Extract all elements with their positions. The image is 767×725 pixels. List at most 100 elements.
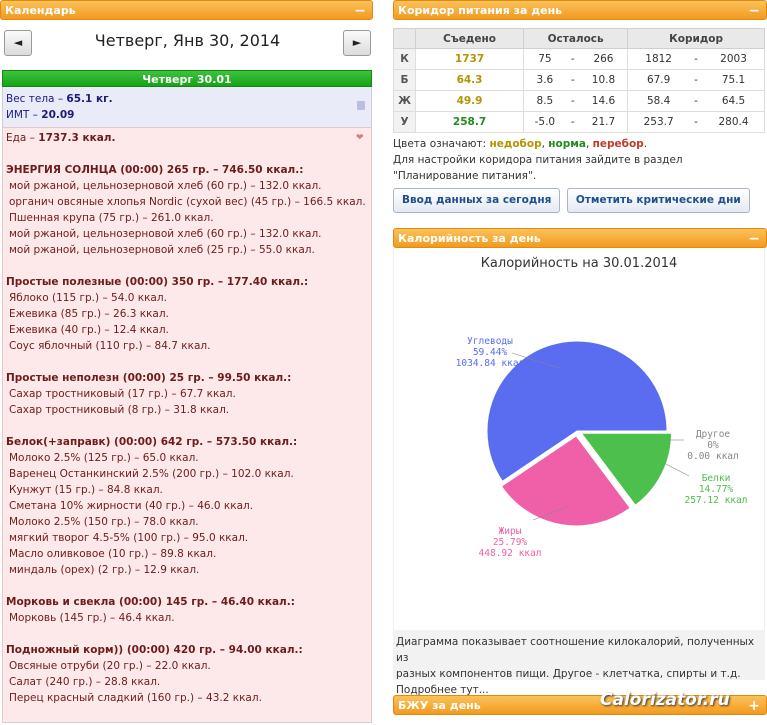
dash: - <box>689 48 704 70</box>
summary-column: Коридор питания за день − Съедено Остало… <box>393 0 767 715</box>
pie-slice[interactable] <box>486 340 668 483</box>
bju-header-label: БЖУ за день <box>398 699 481 712</box>
column-header <box>393 28 416 49</box>
corr-min: 58.4 <box>627 90 690 112</box>
food-total-value: 1737.3 ккал. <box>38 132 116 144</box>
meal-title[interactable]: ЭНЕРГИЯ СОЛНЦА (00:00) 265 гр. – 746.50 … <box>6 164 304 176</box>
food-item[interactable]: органич овсяные хлопья Nordic (сухой вес… <box>9 196 366 208</box>
bmi-label: ИМТ – <box>6 109 42 121</box>
mark-critical-days-button[interactable]: Отметить критические дни <box>566 188 750 213</box>
leader-line <box>663 462 690 477</box>
collapse-icon[interactable]: − <box>748 3 760 19</box>
corr-min: 1812 <box>627 48 690 70</box>
corridor-hint-link[interactable]: "Планирование питания". <box>393 170 537 182</box>
weight-line: Вес тела – 65.1 кг. <box>6 91 368 107</box>
slice-label: 59.44% <box>473 347 508 358</box>
calendar-panel-header[interactable]: Календарь − <box>0 0 373 20</box>
date-title: Четверг, Янв 30, 2014 <box>94 31 281 50</box>
slice-label: 14.77% <box>699 484 734 495</box>
eaten-value: 64.3 <box>414 69 525 91</box>
meal-title[interactable]: Морковь и свекла (00:00) 145 гр. – 46.40… <box>6 596 295 608</box>
watermark-logo: Calorizator.ru <box>600 690 730 710</box>
prev-day-button[interactable]: ◄ <box>4 30 32 56</box>
food-item[interactable]: Сметана 10% жирности (40 гр.) – 46.0 кка… <box>9 500 254 512</box>
food-item[interactable]: Варенец Останкинский 2.5% (200 гр.) – 10… <box>9 468 294 480</box>
weight-value: 65.1 кг. <box>66 93 113 105</box>
collapse-icon[interactable]: − <box>748 231 760 247</box>
corr-max: 280.4 <box>703 111 766 133</box>
legend-under: недобор <box>489 138 542 150</box>
column-header: Осталось <box>523 28 629 49</box>
slice-label: Белки <box>702 473 731 484</box>
slice-label: Углеводы <box>467 336 513 347</box>
weight-label: Вес тела – <box>6 93 67 105</box>
food-item[interactable]: Пшенная крупа (75 гр.) – 261.0 ккал. <box>9 212 214 224</box>
food-item[interactable]: Кунжут (15 гр.) – 84.8 ккал. <box>9 484 163 496</box>
food-total-label: Еда – <box>6 132 39 144</box>
left-max: 266 <box>579 48 629 70</box>
left-max: 10.8 <box>579 69 629 91</box>
food-item[interactable]: Яблоко (115 гр.) – 54.0 ккал. <box>9 292 167 304</box>
input-today-button[interactable]: Ввод данных за сегодня <box>393 188 561 213</box>
pie-slice[interactable] <box>500 435 631 527</box>
chart-caption: Диаграмма показывает соотношение килокал… <box>393 630 765 696</box>
food-item[interactable]: Сахар тростниковый (17 гр.) – 67.7 ккал. <box>9 388 236 400</box>
pie-slice[interactable] <box>580 432 672 506</box>
food-item[interactable]: Ежевика (85 гр.) – 26.3 ккал. <box>9 308 169 320</box>
corridor-panel-header[interactable]: Коридор питания за день − <box>393 0 767 20</box>
more-link[interactable]: Подробнее тут... <box>396 684 489 696</box>
left-max: 14.6 <box>579 90 629 112</box>
legend-over: перебор <box>592 138 644 150</box>
heart-icon[interactable]: ❤ <box>356 133 364 143</box>
food-item[interactable]: миндаль (орех) (2 гр.) – 12.9 ккал. <box>9 564 200 576</box>
table-row: К 1737 75-266 1812-2003 <box>393 48 766 70</box>
expand-icon[interactable]: + <box>748 698 760 714</box>
corridor-hint-line: Для настройки коридора питания зайдите в… <box>393 154 683 166</box>
meals-list: ЭНЕРГИЯ СОЛНЦА (00:00) 265 гр. – 746.50 … <box>6 162 368 706</box>
food-log: Еда – 1737.3 ккал. ❤ ЭНЕРГИЯ СОЛНЦА (00:… <box>2 127 372 723</box>
dash: - <box>565 48 580 70</box>
table-row: У 258.7 -5.0-21.7 253.7-280.4 <box>393 111 766 133</box>
food-item[interactable]: Сахар тростниковый (8 гр.) – 31.8 ккал. <box>9 404 230 416</box>
column-header: Коридор <box>627 28 765 49</box>
corridor-buttons: Ввод данных за сегодня Отметить критичес… <box>393 188 767 214</box>
left-min: 8.5 <box>523 90 566 112</box>
food-item[interactable]: Масло оливковое (10 гр.) – 89.8 ккал. <box>9 548 217 560</box>
food-item[interactable]: Салат (240 гр.) – 28.8 ккал. <box>9 676 161 688</box>
meal-title[interactable]: Подножный корм)) (00:00) 420 гр. – 94.00… <box>6 644 303 656</box>
leader-line <box>532 505 570 521</box>
food-total: Еда – 1737.3 ккал. <box>6 130 368 146</box>
slice-label: 448.92 ккал <box>479 548 542 559</box>
legend-prefix: Цвета означают: <box>393 138 490 150</box>
eaten-value: 49.9 <box>414 90 525 112</box>
next-day-button[interactable]: ► <box>343 30 371 56</box>
row-label: К <box>393 48 416 70</box>
food-item[interactable]: мой ржаной, цельнозерновой хлеб (25 гр.)… <box>9 244 315 256</box>
slice-label: 0% <box>707 440 719 451</box>
legend-norm: норма <box>548 138 586 150</box>
calories-panel-header[interactable]: Калорийность за день − <box>393 228 767 248</box>
food-item[interactable]: Молоко 2.5% (125 гр.) – 65.0 ккал. <box>9 452 199 464</box>
collapse-icon[interactable]: − <box>354 3 366 19</box>
food-item[interactable]: Овсяные отруби (20 гр.) – 22.0 ккал. <box>9 660 211 672</box>
food-item[interactable]: Морковь (145 гр.) – 46.4 ккал. <box>9 612 175 624</box>
left-min: 75 <box>523 48 566 70</box>
food-item[interactable]: Ежевика (40 гр.) – 12.4 ккал. <box>9 324 169 336</box>
calendar-header-label: Календарь <box>5 4 76 17</box>
food-item[interactable]: мягкий творог 4.5-5% (100 гр.) – 95.0 кк… <box>9 532 249 544</box>
food-item[interactable]: Соус яблочный (110 гр.) – 84.7 ккал. <box>9 340 211 352</box>
bmi-line: ИМТ – 20.09 <box>6 107 368 123</box>
edit-weight-icon[interactable] <box>357 101 365 110</box>
food-item[interactable]: мой ржаной, цельнозерновой хлеб (60 гр.)… <box>9 228 322 240</box>
day-navigation: ◄ Четверг, Янв 30, 2014 ► <box>0 28 375 70</box>
food-item[interactable]: Перец красный сладкий (160 гр.) – 43.2 к… <box>9 692 262 704</box>
meal-title[interactable]: Белок(+заправк) (00:00) 642 гр. – 573.50… <box>6 436 298 448</box>
dash: - <box>689 111 704 133</box>
food-item[interactable]: мой ржаной, цельнозерновой хлеб (60 гр.)… <box>9 180 322 192</box>
left-max: 21.7 <box>579 111 629 133</box>
food-item[interactable]: Молоко 2.5% (150 гр.) – 78.0 ккал. <box>9 516 199 528</box>
chart-title: Калорийность на 30.01.2014 <box>480 256 678 271</box>
meal-title[interactable]: Простые полезные (00:00) 350 гр. – 177.4… <box>6 276 309 288</box>
meal-title[interactable]: Простые неполезн (00:00) 25 гр. – 99.50 … <box>6 372 292 384</box>
